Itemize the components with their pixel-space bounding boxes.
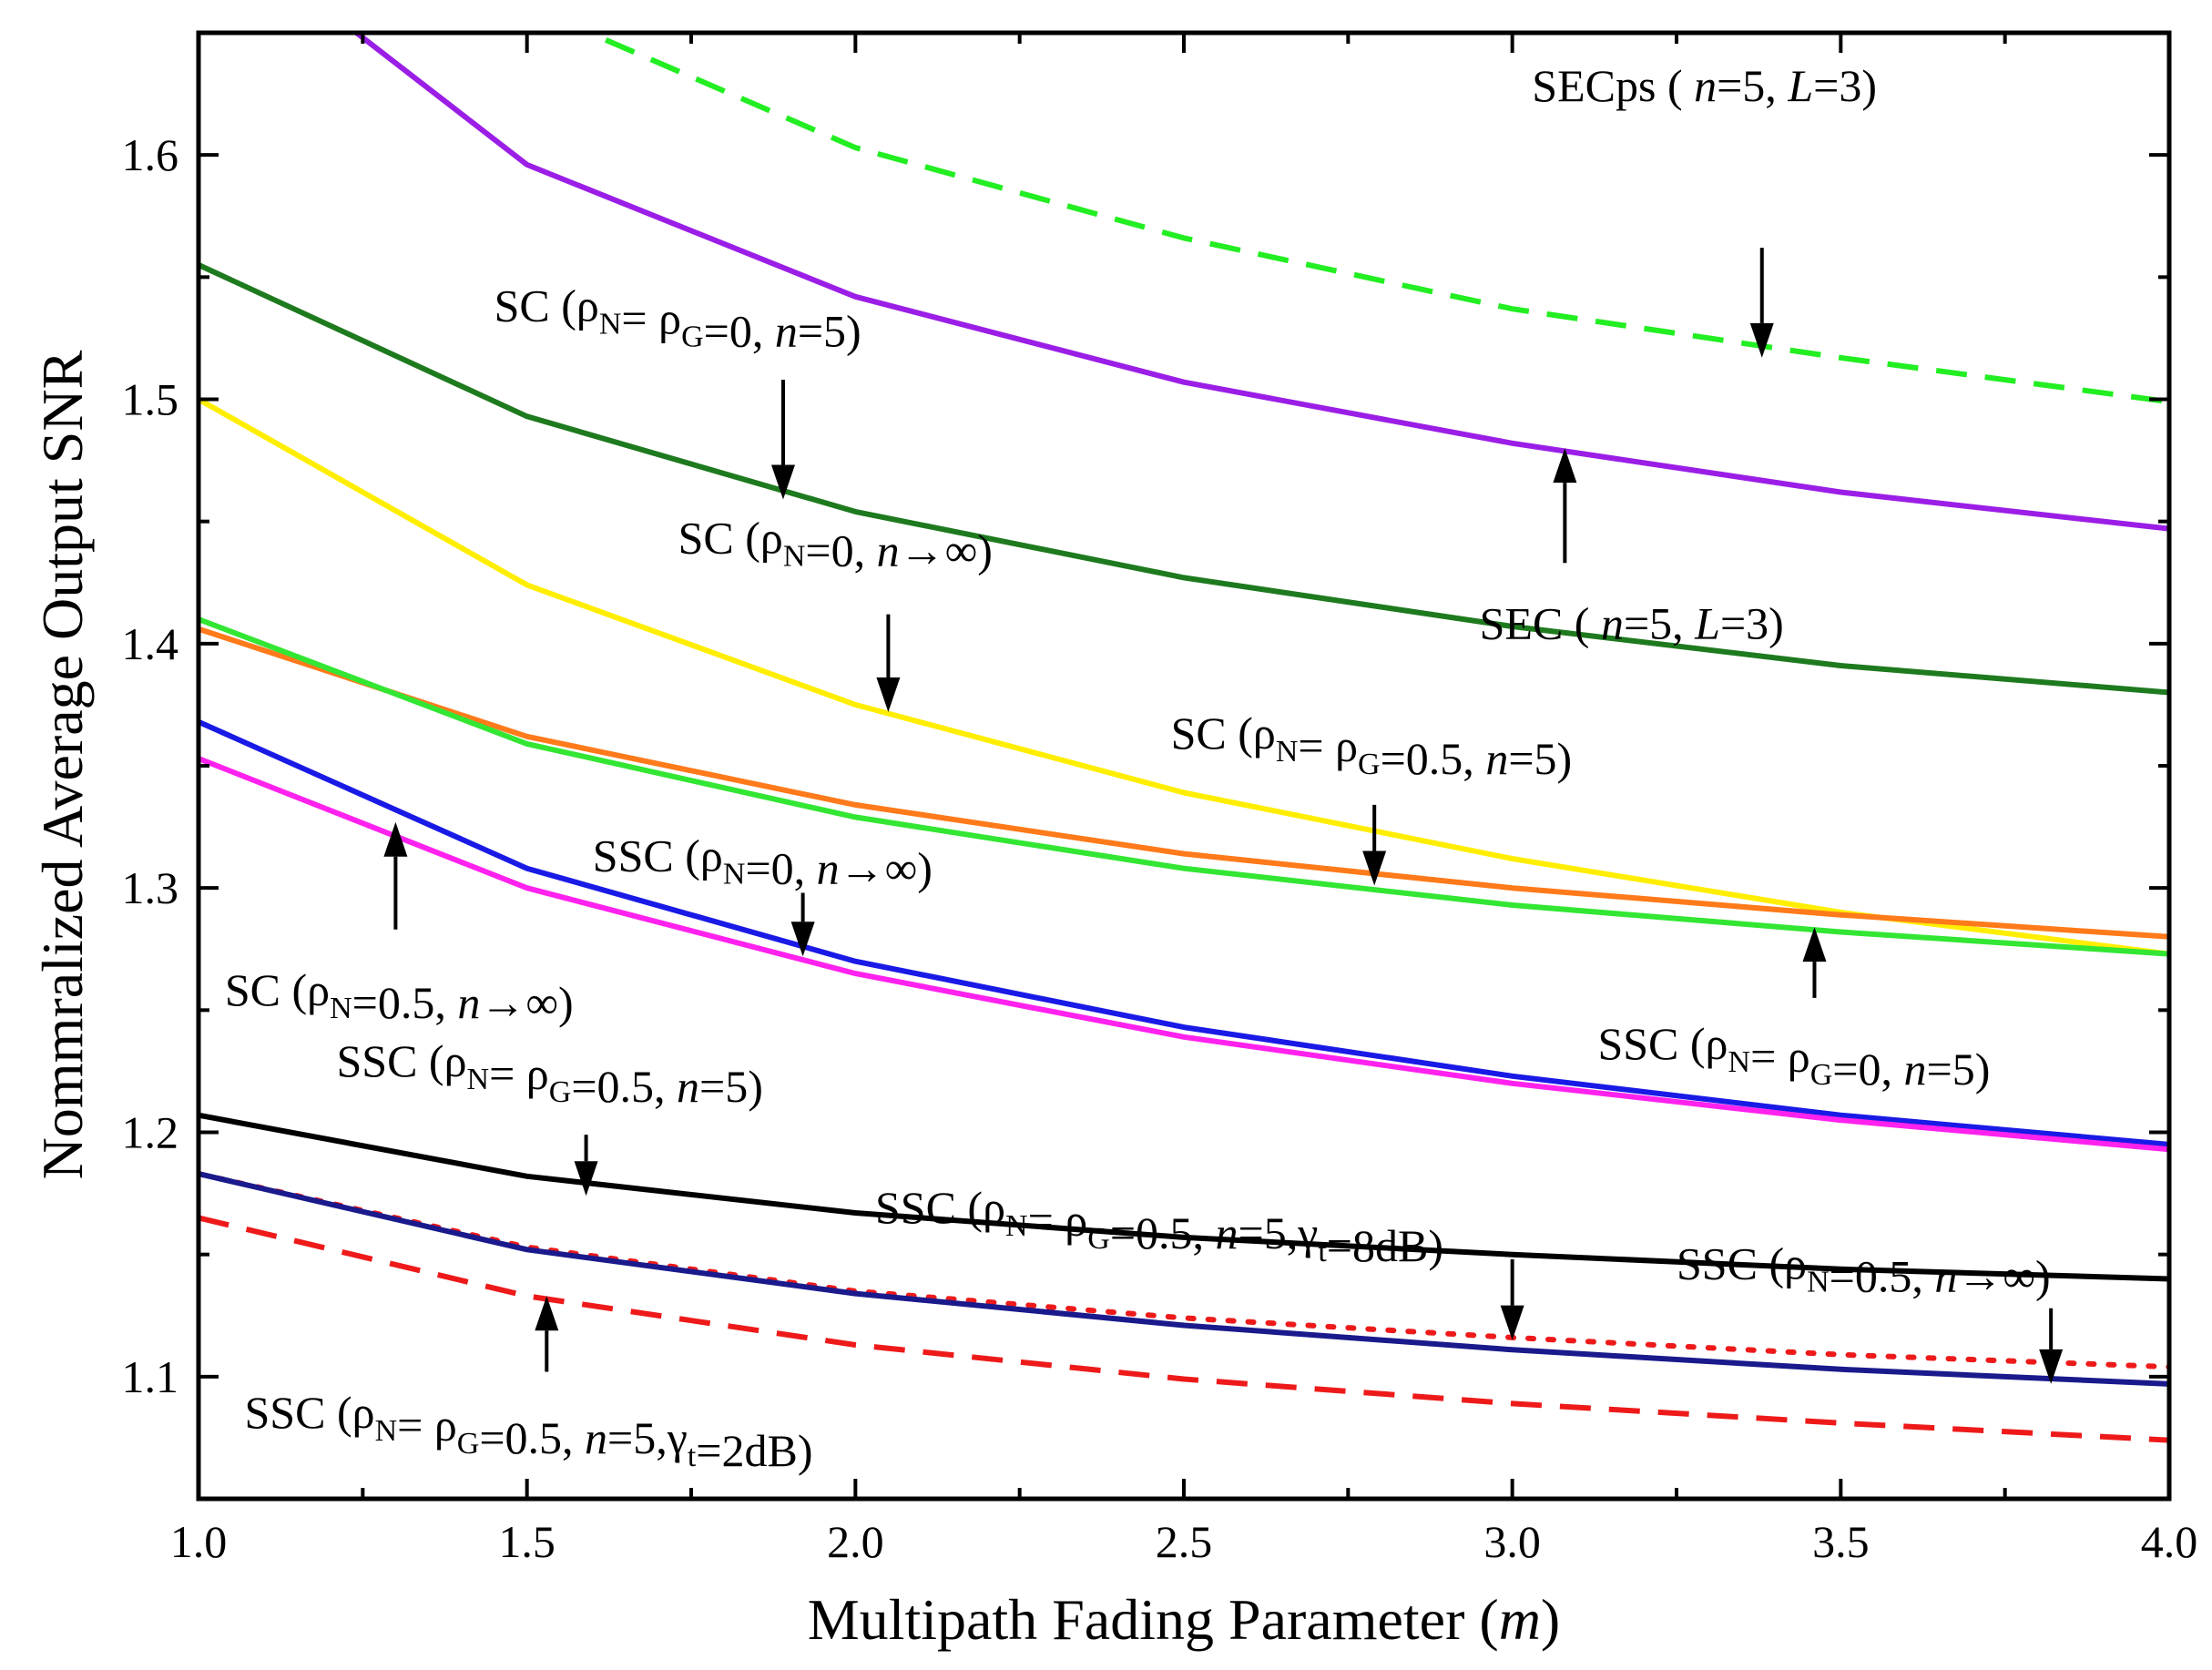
x-tick-label: 1.5 bbox=[498, 1516, 556, 1567]
annotation-label: SC (ρN=0.5, n→∞) bbox=[225, 964, 574, 1028]
series-layer bbox=[199, 33, 2169, 1443]
x-tick-label: 1.0 bbox=[170, 1516, 228, 1567]
annotation-ann-sc-rn0-ninf: SC (ρN=0, n→∞) bbox=[678, 513, 993, 712]
annotation-arrow-head bbox=[876, 677, 901, 712]
y-tick-label: 1.3 bbox=[122, 862, 179, 913]
series-line-secps bbox=[582, 33, 2169, 405]
annotation-arrow-head bbox=[1362, 850, 1387, 886]
annotation-label: SEC ( n=5, L=3) bbox=[1480, 597, 1784, 648]
annotation-label: SECps ( n=5, L=3) bbox=[1532, 60, 1877, 111]
x-tick-label: 3.5 bbox=[1812, 1516, 1870, 1567]
series-line-ssc-rng0-n5 bbox=[199, 616, 2169, 957]
annotation-ann-ssc-8db: SSC (ρN= ρG=0.5, n=5,γt=8dB) bbox=[875, 1182, 1524, 1340]
annotation-arrow-head bbox=[535, 1296, 559, 1331]
y-tick-label: 1.5 bbox=[122, 374, 179, 425]
annotation-label: SSC (ρN= ρG=0.5, n=5,γt=8dB) bbox=[875, 1182, 1443, 1271]
y-axis-title: Nommralized Average Output SNR bbox=[30, 350, 95, 1179]
annotation-ann-sc-rn05-ninf: SC (ρN=0.5, n→∞) bbox=[225, 821, 574, 1028]
series-line-ssc-2db bbox=[199, 1215, 2169, 1443]
annotation-ann-sc-rng0-n5: SC (ρN= ρG=0, n=5) bbox=[494, 280, 861, 500]
y-tick-label: 1.1 bbox=[122, 1351, 179, 1402]
annotation-label: SSC (ρN= ρG=0.5, n=5) bbox=[336, 1035, 762, 1112]
annotation-label: SC (ρN= ρG=0, n=5) bbox=[494, 280, 861, 357]
annotation-ann-sc-rng05-n5: SC (ρN= ρG=0.5, n=5) bbox=[1171, 708, 1573, 886]
annotation-label: SSC (ρN= ρG=0.5, n=5,γt=2dB) bbox=[244, 1387, 812, 1476]
series-line-sec bbox=[352, 33, 2169, 532]
series-line-ssc-rng05-n5 bbox=[199, 1112, 2169, 1282]
series-line-sc-rn05-ninf bbox=[199, 756, 2169, 1153]
annotation-layer: SECps ( n=5, L=3) SEC ( n=5, L=3) SC (ρN= … bbox=[225, 60, 2064, 1476]
annotation-label: SSC (ρN= ρG=0, n=5) bbox=[1597, 1018, 1990, 1095]
series-line-ssc-rn0-ninf bbox=[199, 718, 2169, 1147]
annotation-label: SSC (ρN=0, n→∞) bbox=[593, 830, 933, 893]
annotation-arrow-head bbox=[1500, 1305, 1524, 1340]
annotation-ann-ssc-rn0-ninf: SSC (ρN=0, n→∞) bbox=[593, 830, 933, 957]
annotation-arrow-head bbox=[2039, 1349, 2064, 1384]
annotation-ann-ssc-rng0-n5: SSC (ρN= ρG=0, n=5) bbox=[1597, 927, 1990, 1095]
annotation-arrow-head bbox=[770, 464, 795, 500]
y-tick-label: 1.4 bbox=[122, 618, 179, 669]
x-tick-label: 4.0 bbox=[2141, 1516, 2198, 1567]
x-axis-title: Multipath Fading Parameter (m) bbox=[808, 1587, 1560, 1652]
annotation-ann-ssc-rng05-n5: SSC (ρN= ρG=0.5, n=5) bbox=[336, 1035, 763, 1196]
annotation-ann-sec: SEC ( n=5, L=3) bbox=[1480, 448, 1784, 648]
axis-layer: 1.0 1.5 2.0 2.5 3.0 3.5 4.0 1.1 1.2 1.3 1.4 1.5 1.6 bbox=[122, 31, 2198, 1567]
series-line-ssc-rn05-ninf bbox=[199, 1171, 2169, 1387]
annotation-arrow-head bbox=[1553, 448, 1577, 484]
annotation-ann-ssc-rn05-ninf: SSC (ρN=0.5, n→∞) bbox=[1677, 1238, 2064, 1384]
annotation-arrow-head bbox=[790, 922, 815, 957]
series-line-sc-rng0-n5 bbox=[199, 262, 2169, 696]
x-tick-label: 2.5 bbox=[1156, 1516, 1213, 1567]
y-tick-label: 1.6 bbox=[122, 129, 179, 180]
y-tick-label: 1.2 bbox=[122, 1107, 179, 1158]
annotation-label: SC (ρN=0, n→∞) bbox=[678, 513, 993, 576]
annotation-arrow-head bbox=[1802, 927, 1827, 962]
annotation-arrow-head bbox=[1749, 322, 1774, 358]
x-tick-label: 2.0 bbox=[827, 1516, 884, 1567]
x-tick-label: 3.0 bbox=[1483, 1516, 1541, 1567]
annotation-ann-ssc-2db: SSC (ρN= ρG=0.5, n=5,γt=2dB) bbox=[244, 1296, 813, 1476]
annotation-ann-secps: SECps ( n=5, L=3) bbox=[1532, 60, 1877, 358]
annotation-arrow-head bbox=[574, 1161, 598, 1196]
series-line-sc-rng05-n5 bbox=[199, 626, 2169, 940]
annotation-arrow-head bbox=[383, 821, 408, 857]
annotation-label: SSC (ρN=0.5, n→∞) bbox=[1677, 1238, 2051, 1302]
annotation-label: SC (ρN= ρG=0.5, n=5) bbox=[1171, 708, 1573, 784]
